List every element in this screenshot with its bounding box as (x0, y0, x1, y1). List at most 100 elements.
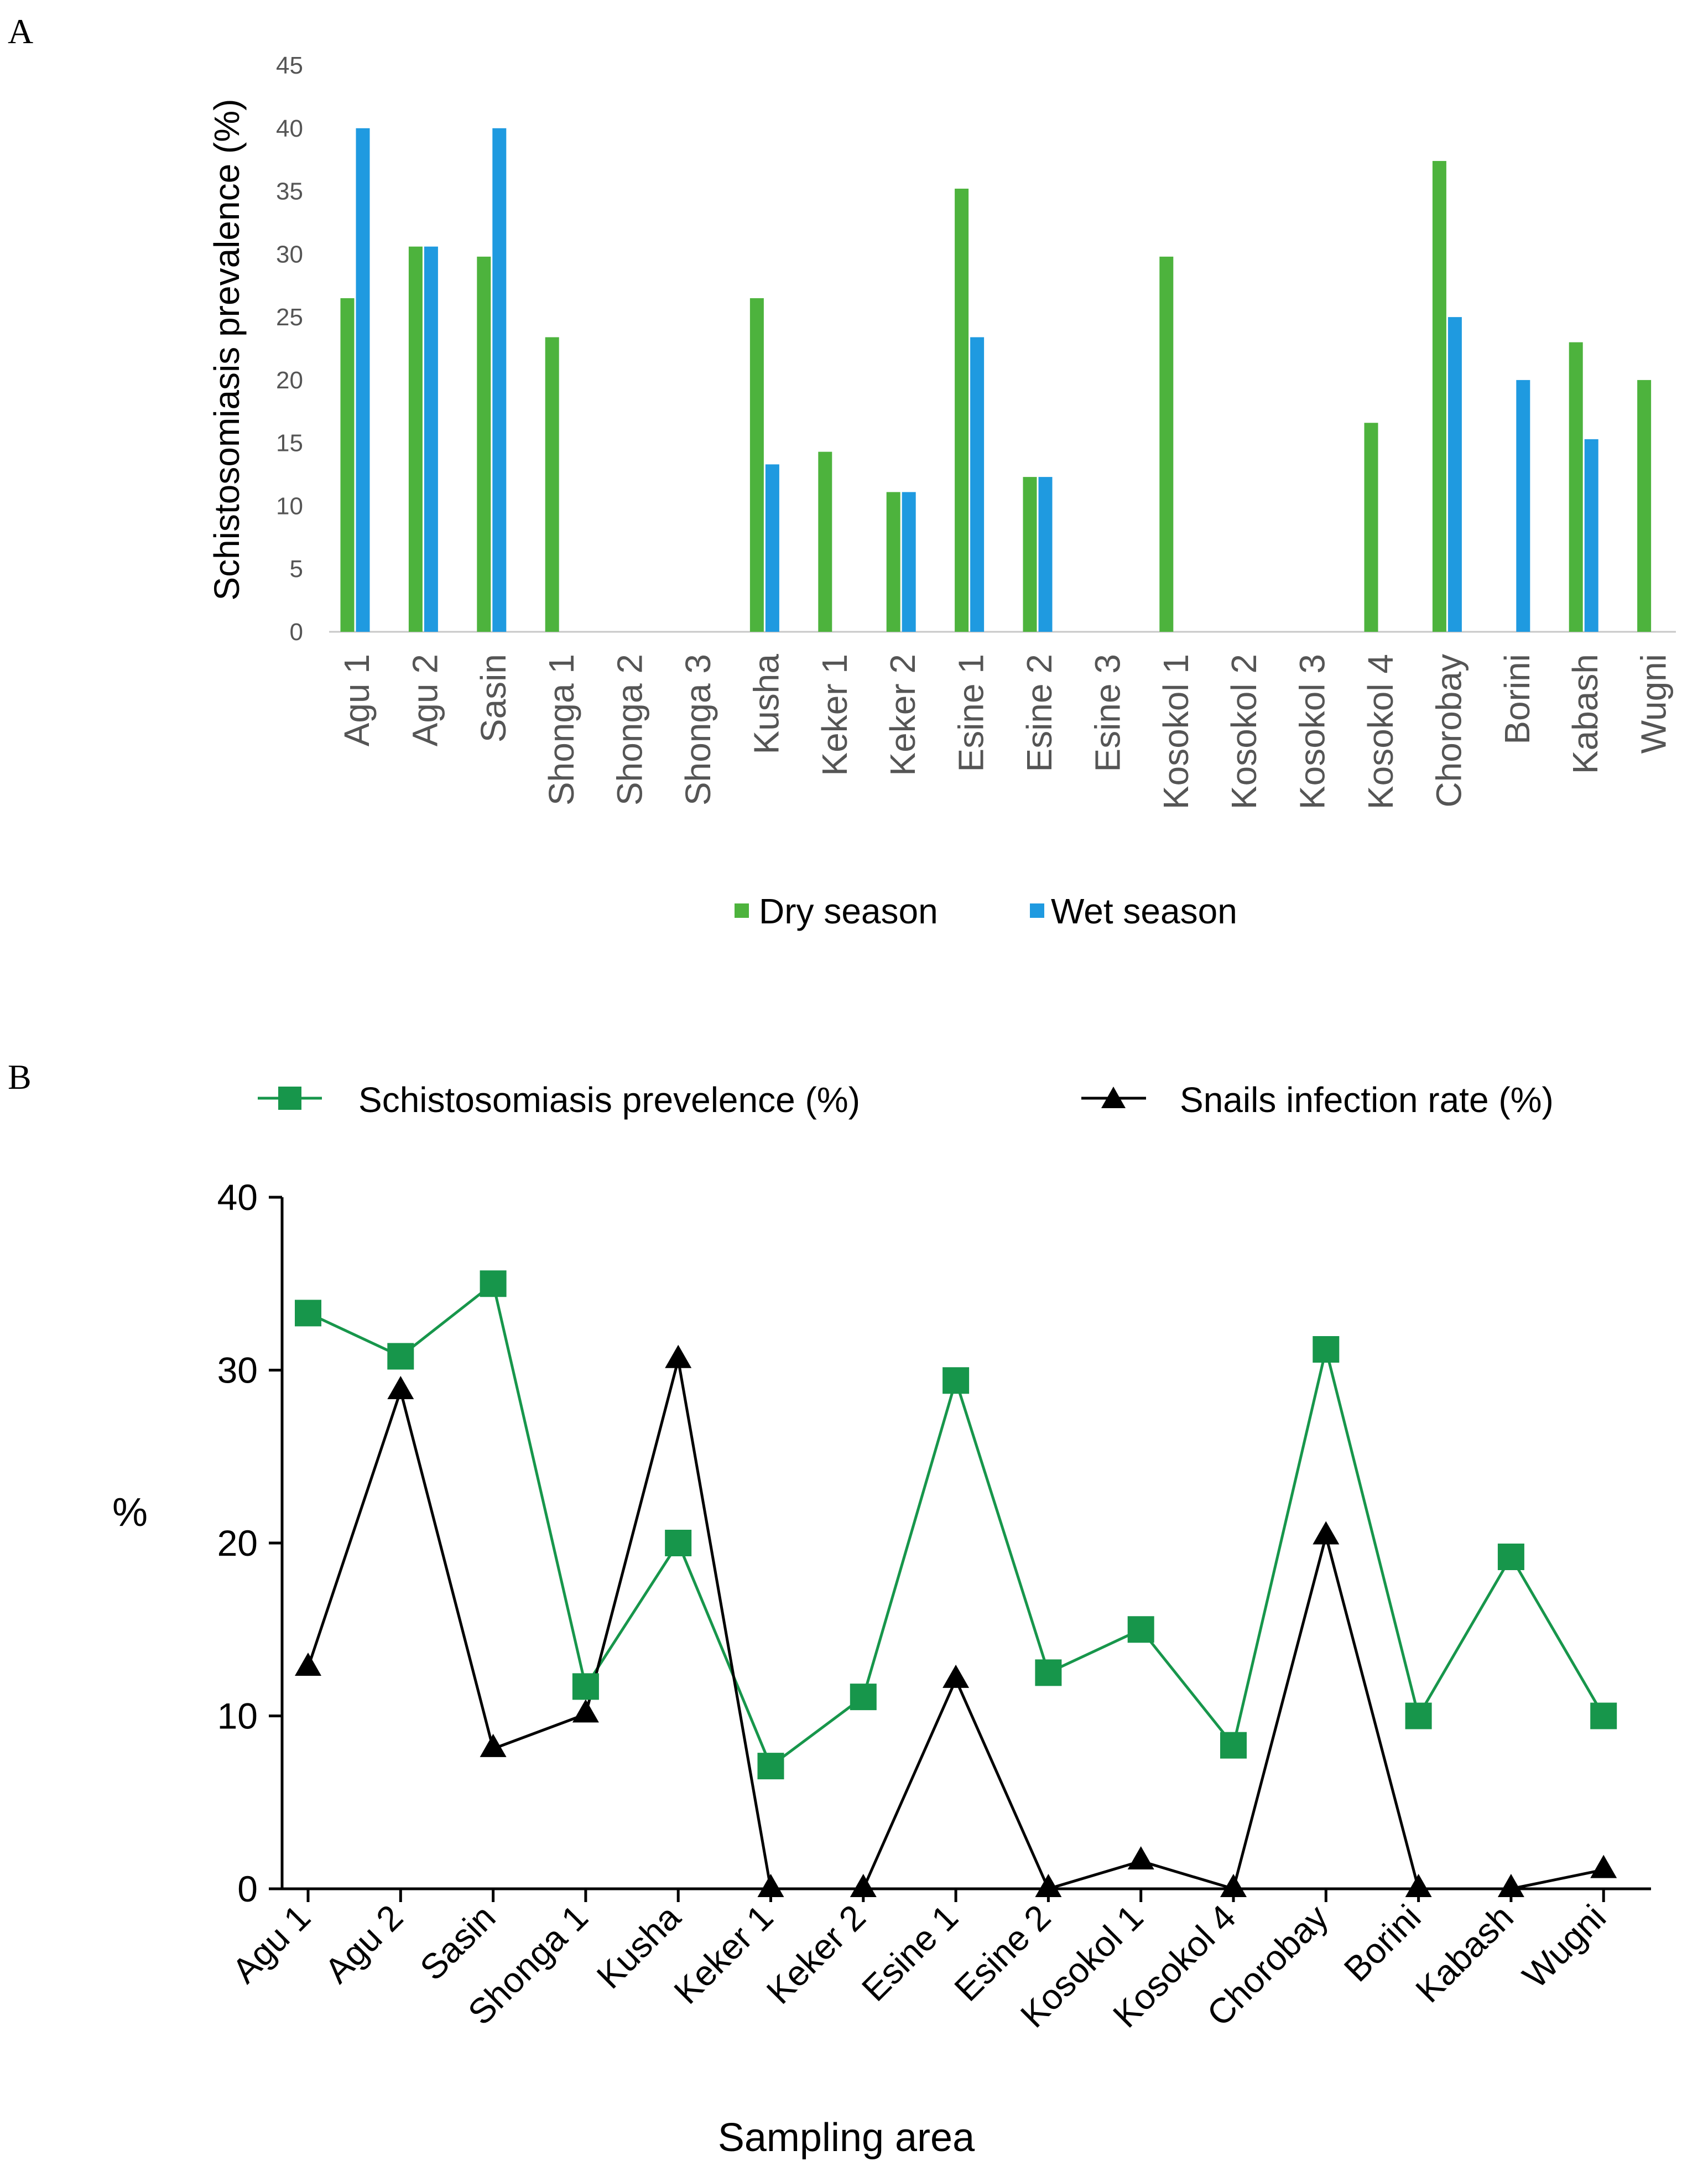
a-category-esine-1: Esine 1 (951, 654, 991, 772)
bar-dry-season-sasin (477, 256, 491, 632)
b-y-tick-0: 0 (237, 1868, 258, 1909)
bar-dry-season-kosokol-4 (1364, 423, 1378, 632)
a-y-tick-35: 35 (276, 178, 303, 205)
a-category-kosokol-2: Kosokol 2 (1224, 654, 1264, 809)
a-category-kosokol-3: Kosokol 3 (1293, 654, 1332, 809)
b-y-tick-10: 10 (217, 1696, 258, 1737)
marker-snails-infection-rate-keker-1 (757, 1874, 784, 1897)
a-category-borini: Borini (1497, 654, 1537, 745)
marker-snails-infection-rate-chorobay (1313, 1521, 1340, 1545)
panel-b-y-axis-title: % (112, 1490, 148, 1535)
marker-snails-infection-rate-agu-1 (295, 1653, 321, 1676)
bar-dry-season-esine-1 (955, 189, 969, 632)
bar-wet-season-esine-1 (970, 337, 985, 632)
bar-wet-season-agu-1 (356, 128, 370, 632)
a-category-kusha: Kusha (746, 654, 786, 755)
marker-schistosomiasis-prevelence-borini (1405, 1702, 1432, 1729)
a-y-tick-30: 30 (276, 241, 303, 268)
marker-snails-infection-rate-keker-2 (850, 1874, 877, 1897)
marker-snails-infection-rate-agu-2 (387, 1376, 414, 1399)
marker-schistosomiasis-prevelence-chorobay (1313, 1336, 1340, 1363)
panel-b-legend: Schistosomiasis prevelence (%) Snails in… (258, 1080, 1554, 1120)
marker-snails-infection-rate-sasin (480, 1733, 507, 1757)
bar-dry-season-kusha (749, 298, 764, 632)
bar-dry-season-keker-1 (818, 451, 832, 632)
bar-dry-season-agu-2 (408, 246, 423, 632)
marker-snails-infection-rate-kosokol-4 (1220, 1874, 1247, 1897)
bar-wet-season-esine-2 (1038, 477, 1053, 632)
panel-a-y-axis-title: Schistosomiasis prevalence (%) (207, 99, 247, 601)
legend-snail-marker (1101, 1087, 1126, 1108)
bar-wet-season-chorobay (1447, 317, 1462, 632)
panel-a-bars (340, 128, 1652, 632)
a-y-tick-20: 20 (276, 367, 303, 394)
a-category-keker-1: Keker 1 (815, 654, 855, 776)
panel-a-category-labels: Agu 1 Agu 2 Sasin Shonga 1 Shonga 2 Shonga 3 K… (337, 654, 1674, 809)
a-y-tick-10: 10 (276, 492, 303, 520)
bar-dry-season-keker-2 (886, 492, 900, 632)
marker-snails-infection-rate-esine-2 (1035, 1874, 1062, 1897)
a-y-tick-40: 40 (276, 115, 303, 142)
marker-schistosomiasis-prevelence-kusha (665, 1530, 692, 1556)
marker-schistosomiasis-prevelence-kosokol-4 (1220, 1732, 1247, 1759)
bar-wet-season-keker-2 (902, 492, 916, 632)
panel-a-label: A (8, 12, 33, 51)
a-category-wugni: Wugni (1634, 654, 1674, 754)
legend-wet-swatch (1030, 903, 1044, 918)
panel-b-label: B (8, 1057, 32, 1097)
legend-dry-swatch (735, 903, 749, 918)
a-category-shonga-3: Shonga 3 (678, 654, 718, 806)
legend-prevalence-marker (278, 1087, 301, 1110)
a-category-kosokol-4: Kosokol 4 (1361, 654, 1400, 809)
a-y-tick-25: 25 (276, 304, 303, 331)
a-y-tick-0: 0 (290, 619, 303, 646)
a-category-esine-3: Esine 3 (1087, 654, 1127, 772)
bar-dry-season-kosokol-1 (1159, 256, 1174, 632)
a-y-tick-45: 45 (276, 52, 303, 79)
marker-schistosomiasis-prevelence-shonga-1 (572, 1673, 599, 1700)
legend-prevalence-label: Schistosomiasis prevelence (%) (358, 1080, 860, 1120)
legend-dry-label: Dry season (759, 891, 938, 931)
panel-a-y-ticks: 0 5 10 15 20 25 30 35 40 45 (276, 52, 303, 646)
marker-schistosomiasis-prevelence-esine-2 (1035, 1659, 1062, 1686)
marker-schistosomiasis-prevelence-agu-1 (295, 1300, 321, 1327)
bar-wet-season-sasin (492, 128, 507, 632)
bar-dry-season-agu-1 (340, 298, 355, 632)
marker-schistosomiasis-prevelence-wugni (1590, 1702, 1617, 1729)
a-category-agu-1: Agu 1 (337, 654, 377, 746)
marker-snails-infection-rate-kusha (665, 1344, 692, 1368)
b-y-tick-30: 30 (217, 1350, 258, 1391)
a-category-shonga-2: Shonga 2 (610, 654, 650, 806)
panel-b-y-ticks: 0 10 20 30 40 (217, 1177, 282, 1909)
bar-dry-season-shonga-1 (545, 337, 559, 632)
a-category-agu-2: Agu 2 (405, 654, 445, 746)
marker-schistosomiasis-prevelence-kabash (1497, 1544, 1524, 1570)
marker-schistosomiasis-prevelence-agu-2 (387, 1343, 414, 1370)
marker-snails-infection-rate-kosokol-1 (1127, 1846, 1154, 1869)
panel-b-x-axis-title: Sampling area (718, 2116, 975, 2160)
bar-dry-season-kabash (1569, 342, 1583, 632)
marker-schistosomiasis-prevelence-kosokol-1 (1127, 1616, 1154, 1643)
bar-wet-season-borini (1516, 380, 1530, 632)
a-category-shonga-1: Shonga 1 (541, 654, 581, 806)
marker-snails-infection-rate-kabash (1497, 1874, 1524, 1897)
bar-wet-season-kabash (1584, 439, 1598, 632)
marker-snails-infection-rate-shonga-1 (572, 1699, 599, 1723)
bar-wet-season-kusha (765, 464, 779, 632)
marker-snails-infection-rate-wugni (1590, 1854, 1617, 1878)
a-category-esine-2: Esine 2 (1019, 654, 1059, 772)
a-category-sasin: Sasin (473, 654, 513, 742)
legend-snail-label: Snails infection rate (%) (1180, 1080, 1554, 1120)
panel-b-markers (295, 1270, 1617, 1897)
marker-schistosomiasis-prevelence-keker-2 (850, 1684, 877, 1711)
bar-dry-season-esine-2 (1023, 477, 1037, 632)
panel-a-legend: Dry season Wet season (735, 891, 1237, 931)
a-category-keker-2: Keker 2 (883, 654, 923, 776)
marker-schistosomiasis-prevelence-esine-1 (942, 1367, 970, 1394)
bar-dry-season-wugni (1637, 380, 1652, 632)
b-y-tick-40: 40 (217, 1177, 258, 1218)
bar-wet-season-agu-2 (424, 246, 438, 632)
legend-wet-label: Wet season (1051, 891, 1237, 931)
marker-snails-infection-rate-esine-1 (942, 1664, 970, 1688)
